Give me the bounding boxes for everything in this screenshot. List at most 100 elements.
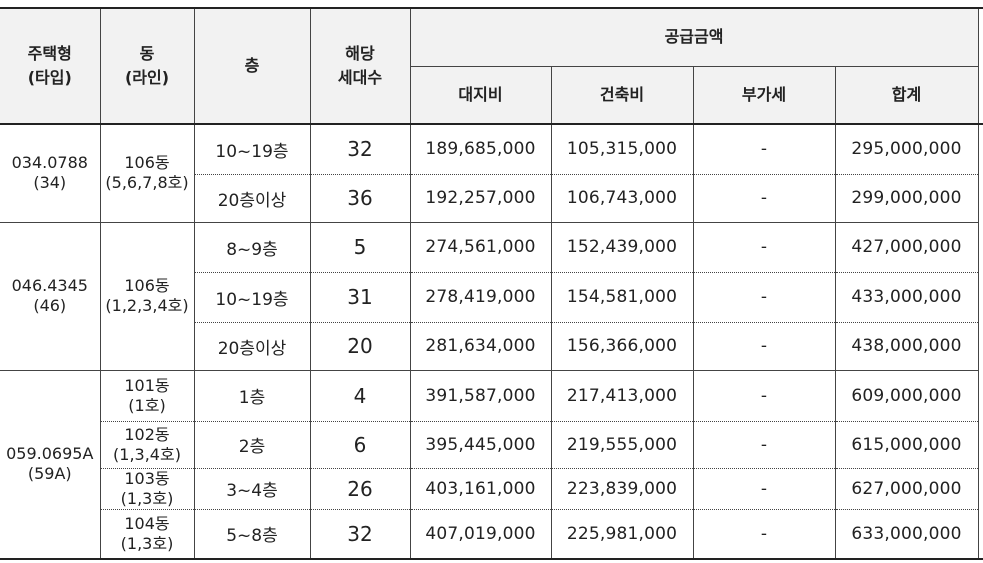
land-cell: 274,561,000 <box>410 222 552 273</box>
dong-line1: 106동 <box>124 153 170 173</box>
land-cell: 403,161,000 <box>410 468 552 510</box>
dong-line2: (1,3호) <box>120 533 174 553</box>
header-units: 해당 세대수 <box>310 7 411 125</box>
dong-cell: 104동 (1,3호) <box>100 509 195 560</box>
units-cell: 6 <box>310 421 411 469</box>
build-cell: 105,315,000 <box>551 124 694 175</box>
build-cell: 152,439,000 <box>551 222 694 273</box>
total-cell: 609,000,000 <box>835 370 979 422</box>
vat-cell: - <box>693 124 836 175</box>
header-dong-line2: (라인) <box>124 68 170 87</box>
dong-line1: 101동 <box>124 375 170 395</box>
units-cell: 5 <box>310 222 411 273</box>
land-cell: 281,634,000 <box>410 322 552 371</box>
floor-cell: 20층이상 <box>194 174 311 223</box>
total-cell: 295,000,000 <box>835 124 979 175</box>
dong-cell: 101동 (1호) <box>100 370 195 422</box>
build-cell: 219,555,000 <box>551 421 694 469</box>
edge-cell <box>978 468 983 509</box>
supply-price-table: 주택형 (타입) 동 (라인) 층 해당 세대수 공급금액 대지비 건축비 부가… <box>0 7 983 560</box>
dong-line1: 102동 <box>124 424 170 444</box>
units-cell: 31 <box>310 272 411 323</box>
floor-cell: 8~9층 <box>194 222 311 273</box>
build-cell: 156,366,000 <box>551 322 694 371</box>
land-cell: 192,257,000 <box>410 174 552 223</box>
total-cell: 427,000,000 <box>835 222 979 273</box>
dong-cell: 106동 (1,2,3,4호) <box>100 222 195 371</box>
header-units-line1: 해당 <box>345 44 375 63</box>
header-floor: 층 <box>194 7 311 125</box>
total-cell: 299,000,000 <box>835 174 979 223</box>
vat-cell: - <box>693 468 836 510</box>
dong-line1: 106동 <box>124 276 170 295</box>
build-cell: 217,413,000 <box>551 370 694 422</box>
header-type-line1: 주택형 <box>27 44 72 63</box>
floor-cell: 3~4층 <box>194 468 311 510</box>
header-units-line2: 세대수 <box>337 68 383 87</box>
total-cell: 438,000,000 <box>835 322 979 371</box>
edge-cell <box>978 222 983 272</box>
build-cell: 225,981,000 <box>551 509 694 560</box>
dong-cell: 103동 (1,3호) <box>100 468 195 510</box>
units-cell: 20 <box>310 322 411 371</box>
total-cell: 615,000,000 <box>835 421 979 469</box>
dong-cell: 102동 (1,3,4호) <box>100 421 195 469</box>
header-total: 합계 <box>835 65 979 125</box>
dong-line2: (5,6,7,8호) <box>105 173 189 193</box>
floor-cell: 1층 <box>194 370 311 422</box>
header-type: 주택형 (타입) <box>0 7 101 125</box>
header-vat: 부가세 <box>693 65 836 125</box>
floor-cell: 5~8층 <box>194 509 311 560</box>
floor-cell: 20층이상 <box>194 322 311 371</box>
units-cell: 32 <box>310 509 411 560</box>
header-dong: 동 (라인) <box>100 7 195 125</box>
type-cell: 034.0788 (34) <box>0 124 101 223</box>
edge-cell <box>978 174 983 222</box>
units-cell: 32 <box>310 124 411 175</box>
type-line2: (34) <box>33 173 67 193</box>
build-cell: 106,743,000 <box>551 174 694 223</box>
total-cell: 627,000,000 <box>835 468 979 510</box>
dong-line2: (1,3,4호) <box>113 444 181 464</box>
vat-cell: - <box>693 370 836 422</box>
units-cell: 36 <box>310 174 411 223</box>
dong-line2: (1,3호) <box>120 488 174 508</box>
land-cell: 391,587,000 <box>410 370 552 422</box>
total-cell: 433,000,000 <box>835 272 979 323</box>
vat-cell: - <box>693 272 836 323</box>
floor-cell: 2층 <box>194 421 311 469</box>
header-land: 대지비 <box>410 65 552 125</box>
header-dong-line1: 동 <box>139 44 155 63</box>
units-cell: 26 <box>310 468 411 510</box>
total-cell: 633,000,000 <box>835 509 979 560</box>
land-cell: 395,445,000 <box>410 421 552 469</box>
edge-cell <box>978 370 983 421</box>
edge-cell <box>978 322 983 370</box>
units-cell: 4 <box>310 370 411 422</box>
header-edge <box>978 7 983 66</box>
edge-cell <box>978 509 983 560</box>
dong-cell: 106동 (5,6,7,8호) <box>100 124 195 223</box>
header-edge-2 <box>978 66 983 125</box>
type-line2: (46) <box>33 296 67 315</box>
floor-cell: 10~19층 <box>194 124 311 175</box>
land-cell: 189,685,000 <box>410 124 552 175</box>
type-line2: (59A) <box>27 464 72 484</box>
vat-cell: - <box>693 322 836 371</box>
land-cell: 278,419,000 <box>410 272 552 323</box>
build-cell: 154,581,000 <box>551 272 694 323</box>
header-price-group: 공급금액 <box>410 7 979 66</box>
vat-cell: - <box>693 174 836 223</box>
type-cell: 046.4345 (46) <box>0 222 101 371</box>
dong-line2: (1호) <box>128 395 166 415</box>
edge-cell <box>978 421 983 468</box>
dong-line2: (1,2,3,4호) <box>105 296 189 315</box>
vat-cell: - <box>693 509 836 560</box>
edge-cell <box>978 124 983 174</box>
land-cell: 407,019,000 <box>410 509 552 560</box>
build-cell: 223,839,000 <box>551 468 694 510</box>
type-line1: 059.0695A <box>6 444 94 464</box>
header-type-line2: (타입) <box>27 68 72 87</box>
type-line1: 034.0788 <box>11 153 88 173</box>
vat-cell: - <box>693 222 836 273</box>
